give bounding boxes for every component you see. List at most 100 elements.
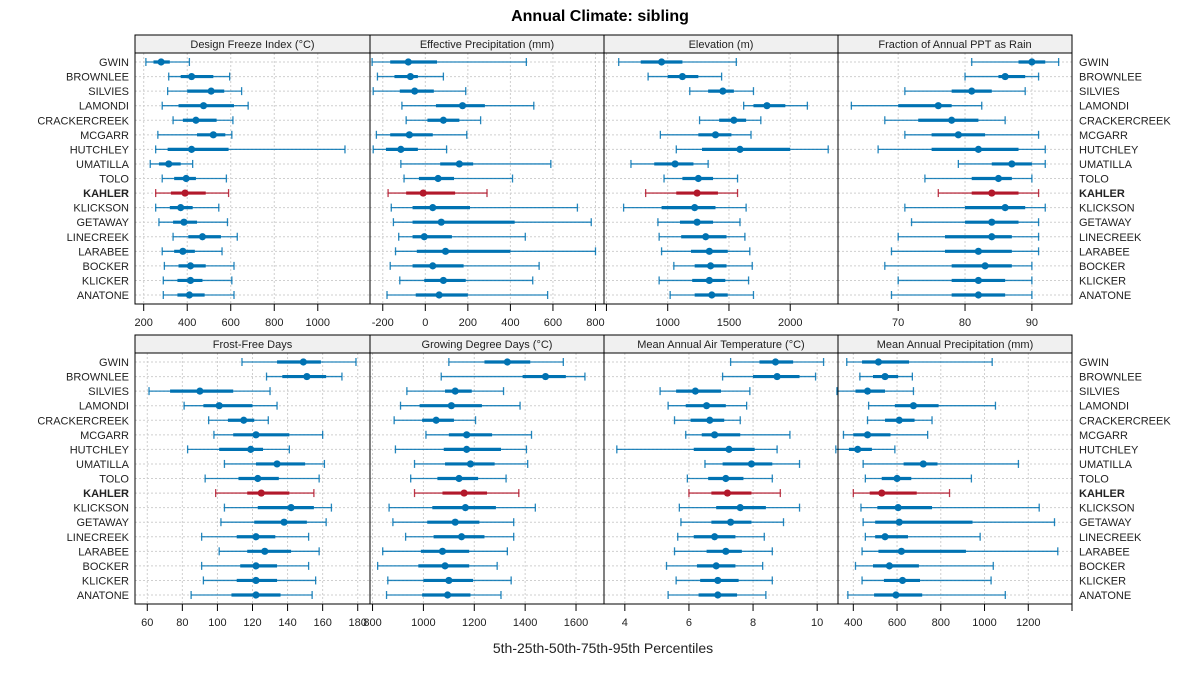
median-point (723, 489, 732, 497)
interval-tolo (924, 174, 1033, 183)
site-label-left: CRACKERCREEK (37, 415, 129, 427)
site-label-left: KLICKER (82, 275, 129, 287)
interval-crackercreek (393, 416, 477, 425)
interval-klickson (622, 203, 747, 212)
median-point (974, 145, 983, 153)
median-point (1001, 204, 1009, 212)
interval-linecreek (398, 232, 526, 241)
site-label-right: KAHLER (1079, 188, 1125, 200)
site-label-right: TOLO (1079, 174, 1109, 186)
interval-brownlee (168, 72, 231, 81)
interval-gwin (618, 58, 737, 66)
interval-bocker (376, 561, 498, 570)
site-label-left: BROWNLEE (66, 372, 129, 384)
median-point (773, 372, 781, 381)
interval-brownlee (376, 72, 445, 81)
interval-klickson (678, 503, 801, 512)
median-point (934, 102, 942, 110)
median-point (771, 358, 780, 366)
interval-gwin (371, 58, 528, 66)
median-point (702, 233, 710, 241)
median-point (299, 358, 307, 366)
median-point (252, 533, 260, 541)
interval-brownlee (721, 372, 817, 381)
interval-hutchley (675, 145, 829, 154)
x-tick-label: 400 (501, 317, 519, 329)
interval-lamondi (401, 101, 535, 110)
median-point (954, 131, 962, 139)
interval-tolo (403, 174, 514, 183)
interval-linecreek (897, 232, 1040, 241)
median-point (404, 58, 412, 66)
median-point (252, 591, 260, 599)
interval-umatilla (862, 459, 1020, 468)
median-point (1028, 58, 1036, 66)
x-tick-label: 120 (243, 617, 261, 629)
x-tick-label: -200 (372, 317, 394, 329)
median-point (541, 372, 550, 381)
x-tick-label: 70 (892, 317, 904, 329)
site-label-left: HUTCHLEY (70, 444, 130, 456)
site-label-right: LINECREEK (1079, 232, 1142, 244)
site-label-right: KAHLER (1079, 488, 1125, 500)
panel-title: Frost-Free Days (213, 339, 293, 351)
site-label-left: ANATONE (77, 590, 129, 602)
x-tick-label: 1500 (717, 317, 741, 329)
site-label-right: SILVIES (1079, 86, 1120, 98)
median-point (919, 460, 927, 468)
x-tick-label: 2000 (778, 317, 802, 329)
site-label-left: UMATILLA (76, 459, 130, 471)
median-point (708, 291, 716, 299)
panel-5: Frost-Free Days 60 80 100 120 140 160 180 (134, 334, 371, 629)
site-label-right: CRACKERCREEK (1079, 115, 1171, 127)
interval-larabee (382, 547, 508, 556)
site-label-right: BROWNLEE (1079, 72, 1142, 84)
median-point (710, 431, 719, 439)
median-point (457, 533, 466, 541)
median-point (678, 72, 687, 81)
median-point (196, 387, 204, 395)
x-tick-label: 8 (750, 617, 756, 629)
median-point (503, 358, 511, 366)
median-point (247, 445, 255, 453)
site-label-right: ANATONE (1079, 290, 1131, 302)
median-point (429, 204, 437, 212)
interval-klickson (904, 203, 1046, 212)
x-tick-label: 200 (459, 317, 477, 329)
site-label-right: MCGARR (1079, 130, 1128, 142)
site-label-right: GETAWAY (1079, 217, 1132, 229)
chart-title: Annual Climate: sibling (511, 8, 689, 25)
x-tick-label: 200 (135, 317, 153, 329)
interval-hutchley (616, 445, 778, 454)
x-tick-label: 800 (265, 317, 283, 329)
x-axis-label: 5th-25th-50th-75th-95th Percentiles (493, 640, 713, 656)
site-label-left: SILVIES (88, 86, 129, 98)
median-point (441, 562, 449, 570)
median-point (1008, 160, 1016, 168)
interval-crackercreek (172, 116, 234, 125)
x-tick-label: 800 (932, 617, 950, 629)
median-point (445, 576, 453, 585)
interval-kahler (155, 189, 230, 198)
median-point (988, 218, 996, 226)
interval-larabee (161, 247, 223, 256)
x-tick-label: 1200 (1016, 617, 1040, 629)
median-point (406, 72, 415, 81)
panel-4: Fraction of Annual PPT as Rain 70 80 90 (837, 34, 1073, 329)
median-point (885, 562, 893, 570)
median-point (863, 431, 872, 439)
interval-getaway (910, 218, 1040, 227)
interval-crackercreek (884, 116, 1006, 125)
site-label-left: KLICKSON (73, 503, 129, 515)
interval-klicker (897, 276, 1033, 285)
site-label-right: MCGARR (1079, 430, 1128, 442)
median-point (443, 591, 452, 599)
interval-brownlee (964, 72, 1040, 81)
site-label-right: LARABEE (1079, 546, 1130, 558)
panel-7: Mean Annual Air Temperature (°C) 4 6 8 10 (603, 334, 839, 629)
median-point (181, 189, 189, 197)
median-point (252, 562, 260, 570)
interval-kahler (852, 489, 951, 498)
site-label-left: GETAWAY (76, 517, 129, 529)
median-point (429, 262, 437, 270)
